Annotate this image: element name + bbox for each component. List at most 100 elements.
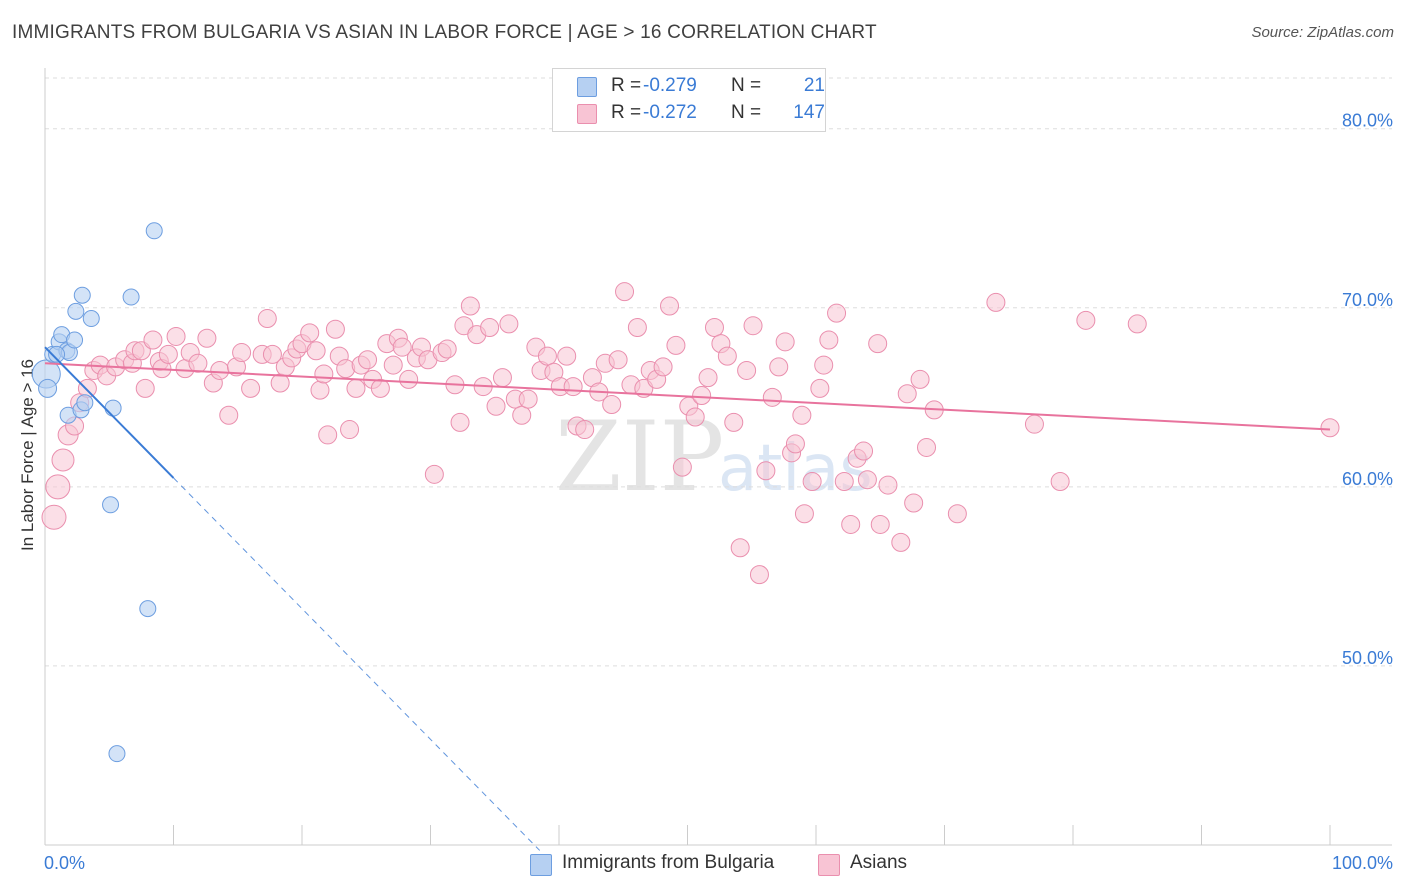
data-point-bulgaria xyxy=(66,331,84,349)
data-point-asians xyxy=(986,292,1006,312)
data-point-asians xyxy=(318,425,338,445)
data-point-asians xyxy=(537,346,557,366)
data-point-asians xyxy=(1320,418,1340,438)
data-point-bulgaria xyxy=(139,600,157,618)
data-point-bulgaria xyxy=(82,310,100,328)
data-point-asians xyxy=(143,330,163,350)
data-point-asians xyxy=(325,319,345,339)
data-point-asians xyxy=(653,357,673,377)
data-point-asians xyxy=(692,386,712,406)
data-point-asians xyxy=(762,387,782,407)
data-point-asians xyxy=(563,377,583,397)
trend-lines xyxy=(44,346,1331,851)
data-point-asians xyxy=(1127,314,1147,334)
data-point-asians xyxy=(724,412,744,432)
data-point-asians xyxy=(737,360,757,380)
data-point-bulgaria xyxy=(102,496,120,514)
y-tick-label: 50.0% xyxy=(1342,648,1393,668)
data-point-asians xyxy=(857,470,877,490)
bottom-legend-swatch-asians xyxy=(818,854,840,876)
data-point-asians xyxy=(730,538,750,558)
data-point-asians xyxy=(775,332,795,352)
data-point-asians xyxy=(743,316,763,336)
data-point-asians xyxy=(450,412,470,432)
data-point-asians xyxy=(1024,414,1044,434)
data-point-asians xyxy=(460,296,480,316)
legend-r-value-bulgaria: -0.279 xyxy=(643,75,697,96)
data-point-asians xyxy=(392,337,412,357)
data-point-asians xyxy=(891,532,911,552)
data-point-asians xyxy=(627,317,647,337)
data-point-asians xyxy=(41,504,67,530)
x-tick-labels: 0.0% 100.0% xyxy=(44,853,1393,873)
data-point-asians xyxy=(158,344,178,364)
data-point-asians xyxy=(819,330,839,350)
data-point-asians xyxy=(769,357,789,377)
data-point-asians xyxy=(666,335,686,355)
data-point-asians xyxy=(197,328,217,348)
data-point-asians xyxy=(841,514,861,534)
data-point-asians xyxy=(232,343,252,363)
data-point-asians xyxy=(794,504,814,524)
data-point-asians xyxy=(492,368,512,388)
data-point-asians xyxy=(424,464,444,484)
data-point-asians xyxy=(399,369,419,389)
data-point-asians xyxy=(685,407,705,427)
data-point-asians xyxy=(947,504,967,524)
data-point-asians xyxy=(306,341,326,361)
data-point-asians xyxy=(749,565,769,585)
data-point-bulgaria xyxy=(67,302,85,320)
data-point-asians xyxy=(834,471,854,491)
watermark: ZIP atlas xyxy=(555,401,873,513)
legend-swatch-asians xyxy=(577,104,597,124)
source-label: Source: ZipAtlas.com xyxy=(1251,24,1394,41)
data-point-asians xyxy=(868,334,888,354)
data-point-asians xyxy=(792,405,812,425)
data-point-asians xyxy=(262,344,282,364)
data-point-asians xyxy=(370,378,390,398)
data-point-asians xyxy=(854,441,874,461)
y-tick-label: 70.0% xyxy=(1342,290,1393,310)
data-point-asians xyxy=(608,350,628,370)
y-tick-label: 60.0% xyxy=(1342,469,1393,489)
data-point-asians xyxy=(340,420,360,440)
data-point-bulgaria xyxy=(122,288,140,306)
correlation-legend: R = -0.279 N = 21 R = -0.272 N = 147 xyxy=(552,68,826,132)
data-point-bulgaria xyxy=(145,222,163,240)
data-point-asians xyxy=(870,514,890,534)
data-point-asians xyxy=(51,448,75,472)
data-point-asians xyxy=(717,346,737,366)
data-point-asians xyxy=(904,493,924,513)
data-point-asians xyxy=(557,346,577,366)
bottom-legend-swatch-bulgaria xyxy=(530,854,552,876)
legend-r-label: R = xyxy=(611,102,642,123)
data-point-bulgaria xyxy=(76,394,94,412)
grid-lines xyxy=(45,77,1392,667)
data-point-asians xyxy=(336,359,356,379)
trend-line-asians xyxy=(44,362,1331,431)
data-point-asians xyxy=(1076,310,1096,330)
data-point-asians xyxy=(310,380,330,400)
data-point-asians xyxy=(917,437,937,457)
legend-n-label: N = xyxy=(731,75,762,96)
legend-n-value-asians: 147 xyxy=(793,102,825,123)
data-point-asians xyxy=(878,475,898,495)
data-point-asians xyxy=(486,396,506,416)
data-point-asians xyxy=(437,339,457,359)
data-point-asians xyxy=(210,360,230,380)
data-point-asians xyxy=(166,326,186,346)
data-point-asians xyxy=(827,303,847,323)
data-point-asians xyxy=(257,309,277,329)
axes xyxy=(44,68,1392,846)
data-point-asians xyxy=(660,296,680,316)
data-point-asians xyxy=(785,434,805,454)
bottom-legend-label-bulgaria: Immigrants from Bulgaria xyxy=(562,852,775,873)
data-point-asians xyxy=(802,471,822,491)
x-tick-label: 100.0% xyxy=(1332,853,1393,873)
data-point-bulgaria xyxy=(104,399,122,417)
data-point-asians xyxy=(219,405,239,425)
data-point-asians xyxy=(499,314,519,334)
data-point-asians xyxy=(188,353,208,373)
trend-line-bulgaria xyxy=(44,346,175,479)
